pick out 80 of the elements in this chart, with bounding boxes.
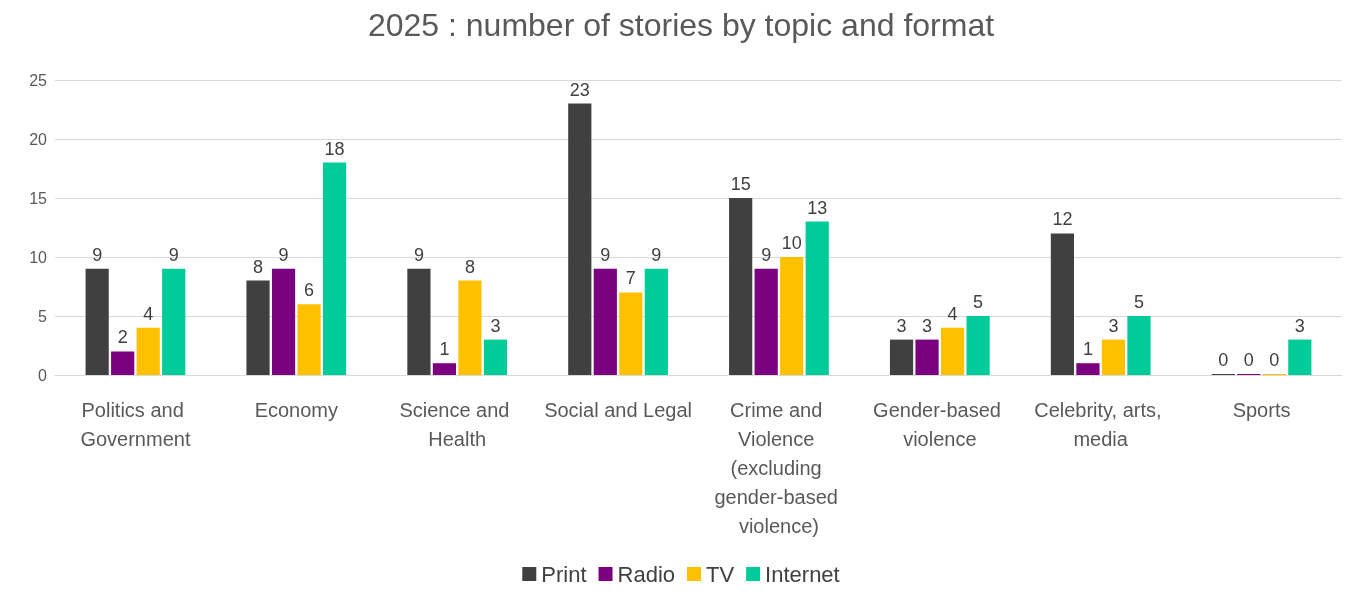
legend-label: Radio — [617, 561, 675, 587]
bar — [940, 327, 965, 375]
data-label: 0 — [1218, 350, 1229, 370]
bar — [593, 268, 617, 375]
y-tick-label: 0 — [38, 366, 48, 384]
data-label: 4 — [143, 303, 154, 324]
data-label: 3 — [1108, 315, 1119, 336]
data-label: 5 — [1133, 292, 1144, 312]
x-tick-label: Crime and Violence (excluding gender-based violence) — [714, 398, 844, 537]
x-tick-label: Economy — [254, 398, 338, 421]
data-label: 15 — [730, 174, 751, 194]
y-tick-label: 25 — [29, 71, 48, 89]
data-label: 9 — [413, 244, 424, 265]
y-tick-label: 10 — [29, 248, 48, 266]
data-label: 9 — [761, 244, 772, 265]
bar — [407, 268, 431, 375]
bar — [322, 162, 347, 375]
y-tick-label: 15 — [29, 189, 48, 207]
data-label: 13 — [807, 197, 828, 218]
bar — [619, 292, 643, 375]
data-label: 9 — [600, 244, 611, 265]
bar — [805, 221, 829, 375]
bar — [729, 198, 753, 375]
bar — [966, 316, 990, 375]
bar — [1101, 339, 1126, 375]
y-tick-label: 5 — [38, 307, 48, 325]
bar — [644, 268, 668, 375]
bar — [568, 103, 592, 375]
x-tick-label: Celebrity, arts, media — [1034, 398, 1168, 450]
legend-label: TV — [706, 561, 735, 587]
bar — [889, 339, 914, 375]
data-label: 0 — [1243, 350, 1254, 370]
data-label: 1 — [439, 339, 450, 360]
data-label: 9 — [278, 244, 289, 265]
bar — [1288, 339, 1312, 375]
bar — [1050, 233, 1075, 375]
bar — [1076, 363, 1100, 375]
bar — [162, 268, 186, 375]
bar — [780, 257, 804, 375]
x-tick-label: Gender-based violence — [873, 398, 1007, 450]
bar — [246, 280, 270, 375]
data-label: 4 — [947, 303, 958, 324]
data-label: 0 — [1269, 350, 1280, 370]
data-label: 5 — [973, 292, 984, 312]
bar — [111, 351, 135, 375]
bar — [136, 327, 160, 375]
data-label: 12 — [1052, 209, 1073, 230]
data-label: 8 — [253, 256, 264, 277]
bar — [297, 304, 321, 375]
data-label: 7 — [625, 268, 636, 289]
bar — [754, 268, 778, 375]
data-label: 3 — [490, 315, 501, 336]
data-label: 3 — [896, 315, 907, 336]
data-label: 2 — [117, 327, 128, 348]
data-label: 6 — [304, 280, 315, 301]
bar — [432, 363, 457, 375]
data-label: 10 — [781, 233, 802, 253]
x-tick-label: Politics and Government — [80, 398, 191, 450]
bar — [458, 280, 482, 375]
data-label: 3 — [922, 315, 933, 336]
data-label: 18 — [324, 138, 345, 159]
x-tick-label: Social and Legal — [544, 398, 693, 421]
bar — [271, 268, 296, 375]
x-tick-label: Sports — [1232, 398, 1291, 421]
data-label: 3 — [1294, 315, 1305, 336]
data-label: 9 — [92, 244, 103, 265]
y-tick-label: 20 — [29, 130, 48, 148]
data-label: 8 — [464, 256, 475, 277]
data-label: 9 — [168, 244, 179, 265]
bar — [85, 268, 109, 375]
data-label: 1 — [1082, 339, 1093, 360]
x-tick-label: Science and Health — [399, 398, 516, 450]
legend-label: Internet — [765, 561, 840, 587]
bar — [915, 339, 939, 375]
legend-label: Print — [541, 561, 587, 587]
data-label: 9 — [651, 244, 662, 265]
chart-title: 2025 : number of stories by topic and format — [367, 7, 995, 43]
bar — [483, 339, 508, 375]
bar — [1127, 316, 1151, 375]
data-label: 23 — [569, 79, 590, 100]
